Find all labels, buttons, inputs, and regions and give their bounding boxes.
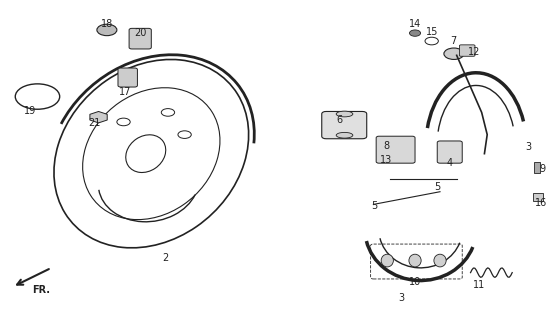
Text: 5: 5 bbox=[372, 201, 378, 211]
Text: 11: 11 bbox=[473, 280, 485, 290]
FancyBboxPatch shape bbox=[437, 141, 462, 163]
Ellipse shape bbox=[434, 254, 446, 267]
Ellipse shape bbox=[409, 254, 421, 267]
Text: 20: 20 bbox=[134, 28, 146, 38]
FancyBboxPatch shape bbox=[322, 111, 367, 139]
Text: 6: 6 bbox=[336, 115, 342, 125]
Text: 12: 12 bbox=[468, 47, 480, 57]
Text: 14: 14 bbox=[409, 19, 421, 28]
Text: 3: 3 bbox=[398, 293, 404, 303]
Ellipse shape bbox=[336, 111, 353, 117]
Ellipse shape bbox=[381, 254, 393, 267]
Text: 3: 3 bbox=[526, 142, 532, 152]
Ellipse shape bbox=[336, 132, 353, 138]
FancyBboxPatch shape bbox=[129, 28, 151, 49]
Circle shape bbox=[410, 30, 421, 36]
Text: 7: 7 bbox=[450, 36, 456, 46]
Text: 17: 17 bbox=[118, 87, 131, 97]
Text: 9: 9 bbox=[540, 164, 546, 174]
Text: 10: 10 bbox=[409, 277, 421, 287]
Text: FR.: FR. bbox=[32, 285, 50, 295]
Text: 15: 15 bbox=[426, 27, 438, 36]
Text: 16: 16 bbox=[535, 198, 547, 208]
Text: 21: 21 bbox=[89, 117, 101, 128]
Text: 18: 18 bbox=[101, 19, 113, 28]
Bar bbox=[535, 162, 540, 173]
Bar bbox=[533, 193, 543, 201]
Text: 8: 8 bbox=[383, 141, 389, 151]
FancyBboxPatch shape bbox=[118, 68, 137, 87]
FancyBboxPatch shape bbox=[459, 45, 475, 56]
Text: 4: 4 bbox=[447, 158, 453, 168]
Text: 13: 13 bbox=[380, 155, 392, 165]
Text: 5: 5 bbox=[434, 182, 440, 192]
Text: 19: 19 bbox=[24, 106, 36, 116]
Text: 2: 2 bbox=[162, 253, 169, 263]
Circle shape bbox=[97, 24, 117, 36]
FancyBboxPatch shape bbox=[376, 136, 415, 163]
Circle shape bbox=[444, 48, 464, 60]
